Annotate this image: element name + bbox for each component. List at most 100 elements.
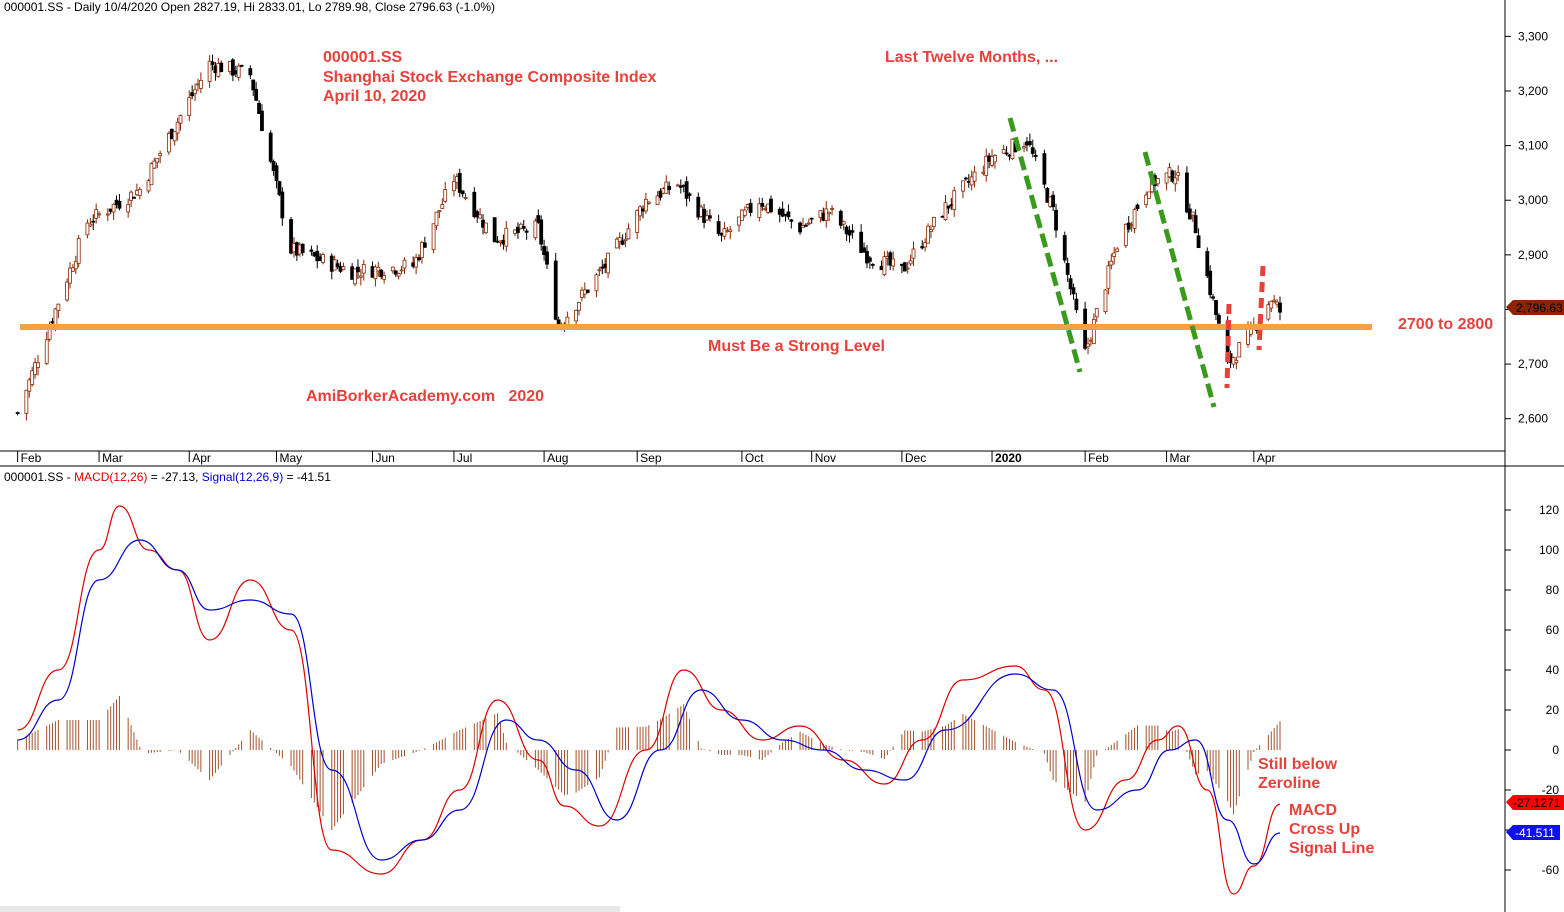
candle-body — [594, 274, 599, 292]
candle-body — [268, 132, 273, 162]
macd-value-marker: -27.1271 — [1506, 795, 1564, 810]
signal-line — [17, 539, 1281, 865]
macd-pane: 000001.SS - MACD(12,26) = -27.13, Signal… — [4, 466, 1564, 912]
price-y-tick-label: 3,100 — [1518, 139, 1548, 153]
price-y-tick-label: 3,300 — [1518, 29, 1548, 43]
candle-body — [85, 222, 90, 236]
candle-body — [902, 262, 907, 272]
candle-body — [146, 180, 151, 192]
candle-body — [1033, 154, 1038, 157]
candle-body — [1062, 235, 1067, 261]
annotation-range: 2700 to 2800 — [1398, 316, 1493, 333]
candle-body — [905, 267, 910, 270]
candle-body — [1042, 153, 1047, 185]
month-label: Nov — [815, 451, 836, 465]
signal-value-marker: -41.511 — [1506, 825, 1560, 840]
candle-body — [1086, 343, 1090, 348]
candle-body — [521, 226, 526, 229]
candle-body — [417, 257, 421, 261]
candle-body — [1115, 248, 1120, 252]
candle-body — [97, 213, 101, 216]
candle-body — [655, 195, 660, 206]
candle-body — [574, 309, 579, 322]
price-header: 000001.SS - Daily 10/4/2020 Open 2827.19… — [4, 0, 495, 14]
candle-body — [53, 308, 58, 326]
month-label: Sep — [640, 451, 662, 465]
candle-body — [65, 281, 69, 301]
candle-body — [577, 301, 581, 311]
candle-body — [524, 230, 529, 233]
candle-body — [1266, 304, 1271, 320]
annotation-website: AmiBorkerAcademy.com 2020 — [306, 388, 544, 405]
macd-y-tick-label: 80 — [1546, 583, 1560, 597]
candle-body — [373, 266, 378, 280]
candle-body — [1109, 260, 1114, 266]
candle-body — [1027, 141, 1032, 146]
candle-body — [190, 92, 195, 97]
candle-body — [56, 303, 61, 311]
candle-body — [321, 254, 325, 263]
candle-body — [315, 250, 320, 262]
candle-body — [126, 203, 131, 213]
candle-body — [859, 231, 864, 253]
candle-body — [908, 260, 913, 265]
candle-body — [676, 184, 680, 187]
candle-body — [1004, 152, 1009, 155]
month-label: 2020 — [995, 451, 1022, 465]
candle-body — [277, 181, 282, 195]
candle-body — [1147, 191, 1152, 199]
candle-body — [152, 160, 157, 169]
candle-body — [865, 250, 869, 264]
last-close-label: 2,796.63 — [1516, 301, 1563, 315]
candle-body — [803, 224, 808, 227]
candle-body — [1176, 172, 1181, 176]
macd-header-signal: Signal(12,26,9) — [202, 470, 283, 484]
candle-body — [155, 157, 160, 163]
candle-body — [353, 268, 357, 285]
candle-body — [452, 181, 456, 192]
candle-body — [187, 97, 192, 116]
candle-body — [1112, 252, 1117, 257]
candle-body — [434, 211, 439, 227]
candle-body — [463, 197, 468, 199]
candle-body — [1071, 287, 1076, 295]
candle-body — [175, 121, 180, 134]
candle-body — [431, 223, 436, 251]
candle-body — [1237, 342, 1242, 358]
candle-body — [943, 202, 948, 221]
candle-body — [1030, 147, 1035, 154]
candle-body — [44, 339, 49, 364]
candle-body — [1091, 318, 1096, 345]
candle-body — [91, 220, 96, 223]
candle-body — [132, 196, 136, 199]
candle-body — [460, 190, 465, 195]
candle-body — [1170, 170, 1175, 182]
candle-body — [1144, 194, 1149, 206]
candle-body — [1126, 222, 1131, 230]
candle-body — [931, 216, 936, 227]
candle-body — [786, 211, 791, 218]
annotation-index-name: Shanghai Stock Exchange Composite Index — [323, 69, 657, 86]
candle-body — [504, 227, 509, 247]
candle-body — [260, 110, 264, 132]
candle-body — [172, 131, 177, 142]
macd-histogram — [17, 696, 1281, 830]
candle-body — [443, 189, 448, 202]
candle-body — [117, 200, 122, 209]
candle-body — [780, 208, 785, 217]
macd-y-tick-label: -20 — [1542, 783, 1560, 797]
candle-body — [396, 273, 401, 277]
candle-body — [1214, 300, 1218, 316]
month-label: Mar — [102, 451, 123, 465]
candle-body — [614, 238, 619, 249]
candle-body — [882, 256, 887, 276]
candle-body — [760, 202, 765, 207]
candle-body — [728, 229, 733, 232]
candle-body — [472, 191, 477, 217]
macd-y-tick-label: 0 — [1552, 743, 1559, 757]
candle-body — [946, 205, 951, 209]
annotation-signal-line: Signal Line — [1289, 840, 1374, 857]
candle-body — [1278, 302, 1282, 313]
macd-header-signal-value: = -41.51 — [283, 470, 331, 484]
